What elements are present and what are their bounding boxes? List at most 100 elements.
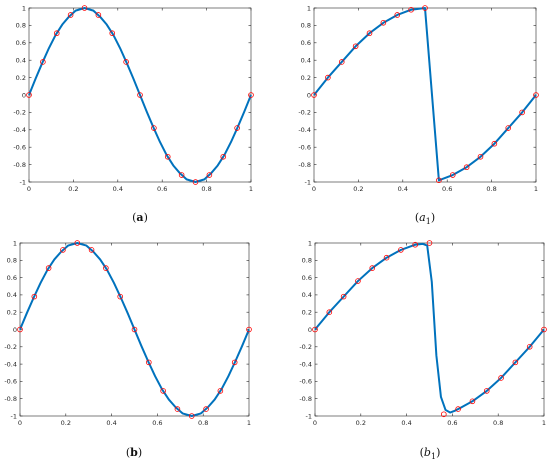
caption-b1: (b1)	[420, 446, 441, 461]
x-tick-label-b: 0.6	[152, 419, 162, 427]
series-line-b1	[314, 242, 545, 414]
x-tick-label-b1: 1	[542, 419, 546, 427]
data-point-b1	[398, 247, 404, 253]
x-tick-label-a1: 0.6	[442, 185, 452, 193]
y-tick-label-a: -1	[20, 178, 26, 186]
y-tick-label-b1: -0.6	[299, 378, 312, 386]
data-point-b	[203, 406, 209, 412]
data-point-b	[160, 388, 166, 394]
y-tick-label-a: -0.4	[13, 126, 26, 134]
x-tick-label-a1: 0.8	[486, 185, 496, 193]
data-point-a	[81, 5, 88, 11]
x-tick-label-a1: 0	[312, 185, 316, 193]
data-point-a	[53, 30, 60, 37]
x-tick-label-a1: 0.4	[398, 185, 408, 193]
y-tick-label-a1: 1	[307, 4, 311, 12]
y-tick-label-b1: 1	[308, 239, 312, 247]
x-tick-label-a: 0.4	[113, 185, 123, 193]
data-point-a1	[394, 12, 401, 18]
data-point-b	[31, 293, 38, 300]
y-tick-label-a1: 0	[307, 91, 311, 99]
y-tick-label-a: 0.4	[16, 57, 26, 65]
data-point-a1	[477, 153, 484, 160]
x-tick-label-a: 0.6	[157, 185, 167, 193]
panel-a: 0 0.2 0.4 0.6 0.8 1 -1 -0.8 -0.6 -0.4 -0.2 0 0.2 0.4 0…	[13, 4, 254, 224]
data-point-b1	[541, 326, 547, 333]
x-tick-label-a: 0.2	[68, 185, 78, 193]
data-point-b	[117, 293, 123, 300]
y-tick-label-b: -0.4	[4, 360, 17, 368]
y-tick-label-b: 0.6	[7, 274, 17, 282]
data-point-a	[109, 30, 116, 37]
data-point-b	[246, 326, 252, 333]
y-tick-label-b1: 0.4	[302, 291, 312, 299]
data-point-b1	[326, 309, 333, 316]
y-tick-label-a: 0.8	[16, 22, 26, 30]
data-point-b	[231, 359, 238, 366]
y-tick-label-a: 0.2	[16, 74, 26, 82]
x-tick-label-b: 0.4	[106, 419, 116, 427]
y-tick-label-a: 0	[22, 91, 26, 99]
x-tick-label-b: 1	[247, 419, 251, 427]
data-point-a	[95, 12, 102, 18]
y-tick-label-b1: 0.8	[302, 257, 312, 265]
data-point-b	[45, 265, 52, 271]
y-tick-label-b1: -0.4	[299, 360, 312, 368]
data-point-b1	[498, 375, 504, 381]
y-tick-label-a: -0.2	[13, 109, 26, 117]
y-tick-label-b: -0.2	[4, 343, 17, 351]
data-point-b	[103, 265, 109, 271]
y-tick-label-b1: -1	[306, 412, 312, 420]
x-tick-label-b1: 0.2	[356, 419, 366, 427]
data-point-a1	[449, 172, 456, 178]
data-point-a	[234, 125, 240, 131]
data-point-a	[40, 59, 46, 65]
x-tick-label-b: 0.2	[61, 419, 71, 427]
x-tick-label-b1: 0	[313, 419, 317, 427]
data-point-b	[146, 359, 152, 366]
data-point-a1	[436, 177, 442, 184]
data-point-a1	[366, 30, 373, 37]
x-tick-label-b1: 0.8	[493, 419, 503, 427]
y-tick-label-b: -1	[11, 412, 17, 420]
y-tick-label-b1: 0.2	[302, 309, 312, 317]
panel-a1: 0 0.2 0.4 0.6 0.8 1 -1 -0.8 -0.6 -0.4 -0.2 0 0.2 0.4 0…	[298, 4, 539, 226]
data-point-b	[174, 406, 181, 412]
data-point-a1	[519, 109, 525, 116]
data-point-a1	[338, 59, 345, 65]
data-point-a	[67, 12, 74, 18]
data-point-b1	[469, 398, 476, 405]
data-point-a1	[380, 19, 387, 26]
y-tick-label-b1: 0.6	[302, 274, 312, 282]
data-point-a1	[491, 140, 498, 147]
data-point-a1	[463, 164, 470, 171]
data-point-b1	[512, 359, 519, 366]
data-point-a1	[422, 5, 428, 11]
data-point-a	[151, 125, 157, 131]
y-tick-label-b: 0.4	[7, 291, 17, 299]
x-tick-label-b1: 0.4	[401, 419, 411, 427]
series-line-b	[19, 242, 250, 417]
y-tick-label-b1: -0.8	[299, 395, 312, 403]
y-tick-label-b1: -0.2	[299, 343, 312, 351]
y-tick-label-a1: -0.6	[298, 144, 311, 152]
axes-box-a1	[313, 7, 537, 183]
y-tick-label-a1: 0.4	[301, 57, 311, 65]
x-tick-label-b1: 0.6	[447, 419, 457, 427]
x-tick-label-a: 0.8	[201, 185, 211, 193]
caption-a: (a)	[132, 211, 148, 224]
data-point-b	[60, 247, 66, 253]
y-tick-label-a: 0.6	[16, 39, 26, 47]
y-tick-label-a: -0.6	[13, 144, 26, 152]
data-point-a1	[352, 43, 359, 50]
x-tick-label-a: 0	[27, 185, 31, 193]
data-point-b	[17, 326, 23, 333]
data-point-a	[164, 153, 171, 160]
data-point-b1	[441, 411, 447, 418]
data-point-a	[137, 92, 143, 98]
x-tick-label-b: 0	[18, 419, 22, 427]
y-tick-label-a1: 0.2	[301, 74, 311, 82]
data-point-a	[220, 153, 227, 160]
data-point-b	[74, 240, 81, 246]
